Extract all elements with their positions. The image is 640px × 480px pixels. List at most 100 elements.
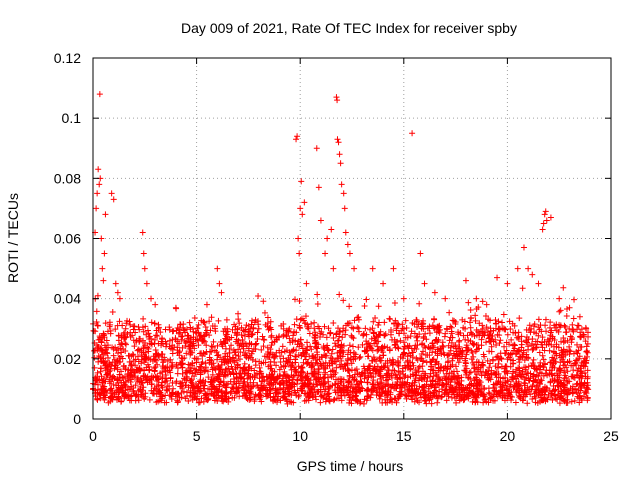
data-point [331,380,338,387]
data-point [375,346,382,353]
x-axis-label: GPS time / hours [297,458,404,474]
data-point [306,330,313,337]
data-point [323,396,330,403]
y-tick-label: 0.12 [54,50,81,66]
data-point [532,394,539,401]
data-point [273,362,280,369]
data-point [227,390,234,397]
data-point [429,322,436,329]
data-point [351,317,358,324]
data-point [120,346,127,353]
data-point [555,344,562,351]
data-point [295,363,302,370]
data-point [333,331,340,338]
data-point [577,333,584,340]
data-point [258,360,265,367]
data-point [499,394,506,401]
data-point [235,384,242,391]
data-point [583,384,590,391]
data-point [192,336,199,343]
data-point [250,325,257,332]
data-point [158,338,165,345]
data-point [223,316,230,323]
data-point [439,342,446,349]
data-point [483,324,490,331]
data-point [261,337,268,344]
data-point [228,334,235,341]
data-point [103,349,110,356]
data-point [109,393,116,400]
data-point [101,250,108,257]
data-point [206,318,213,325]
data-point [534,338,541,345]
data-point [336,349,343,356]
data-point [338,379,345,386]
data-point [151,340,158,347]
data-point [396,388,403,395]
data-point [325,325,332,332]
data-point [177,329,184,336]
data-point [377,331,384,338]
data-point [585,333,592,340]
data-point [130,352,137,359]
data-point [559,351,566,358]
data-point [425,393,432,400]
data-point [455,329,462,336]
data-point [578,380,585,387]
data-point [166,324,173,331]
data-point [273,349,280,356]
data-point [186,319,193,326]
data-point [473,295,480,302]
data-point [443,380,450,387]
data-point [296,343,303,350]
data-point [475,359,482,366]
data-point [222,353,229,360]
data-point [561,382,568,389]
data-point [400,351,407,358]
data-point [552,324,559,331]
data-point [256,390,263,397]
data-point [542,322,549,329]
data-point [401,343,408,350]
data-point [367,342,374,349]
data-point [355,325,362,332]
data-point [196,363,203,370]
data-point [407,333,414,340]
y-tick-label: 0.04 [54,291,81,307]
data-point [145,348,152,355]
data-point [326,384,333,391]
data-point [179,384,186,391]
data-point [482,312,489,319]
data-point [304,359,311,366]
data-point [114,396,121,403]
data-point [123,334,130,341]
data-point [329,360,336,367]
data-point [154,333,161,340]
data-point [304,321,311,328]
data-point [199,359,206,366]
data-point [520,391,527,398]
data-point [266,381,273,388]
data-point [464,347,471,354]
data-point [95,336,102,343]
data-point [497,381,504,388]
data-point [396,381,403,388]
data-point [324,391,331,398]
data-point [574,357,581,364]
data-point [132,356,139,363]
data-point [495,325,502,332]
data-point [141,265,148,272]
data-point [176,349,183,356]
data-point [494,331,501,338]
data-point [526,377,533,384]
data-point [523,338,530,345]
data-point [417,250,424,257]
data-point [329,367,336,374]
data-point [153,399,160,406]
data-point [368,335,375,342]
data-point [547,393,554,400]
data-point [544,372,551,379]
data-point [289,348,296,355]
data-point [316,325,323,332]
data-point [246,328,253,335]
